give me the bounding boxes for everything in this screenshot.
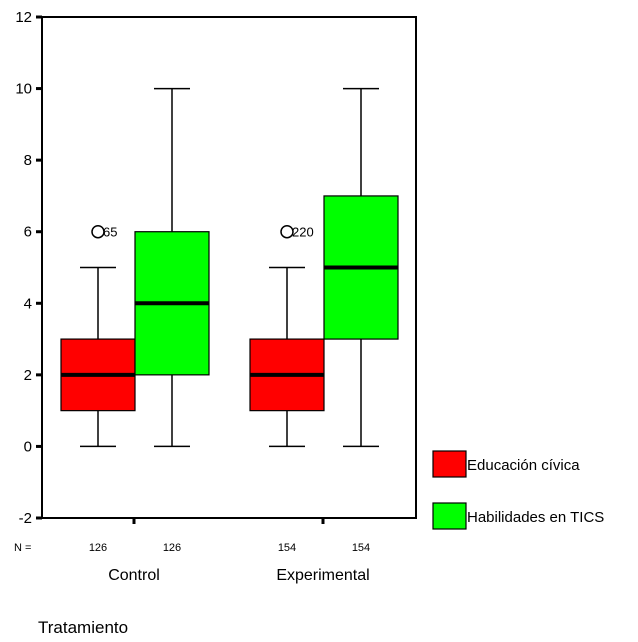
plot-frame	[41, 16, 417, 519]
n-count-label: 126	[89, 542, 107, 554]
outlier-point	[280, 224, 294, 239]
x-axis-title: Tratamiento	[38, 618, 128, 637]
y-tick-label: 10	[15, 81, 32, 98]
x-axis: N = Control 126 126 Experimental 154 154	[14, 518, 370, 584]
n-prefix-label: N =	[14, 542, 31, 554]
y-tick-label: -2	[19, 510, 32, 527]
n-count-label: 154	[352, 542, 370, 554]
n-count-label: 126	[163, 542, 181, 554]
outlier-label: 220	[292, 225, 314, 240]
legend-label: Habilidades en TICS	[467, 509, 604, 526]
outlier-point	[91, 224, 105, 239]
legend-swatch	[432, 502, 467, 530]
n-count-label: 154	[278, 542, 296, 554]
y-tick-label: 0	[24, 438, 32, 455]
y-tick-label: 12	[15, 9, 32, 26]
legend-swatch	[432, 450, 467, 478]
x-group-label: Experimental	[276, 567, 369, 584]
legend-label: Educación cívica	[467, 457, 580, 474]
y-tick-label: 2	[24, 367, 32, 384]
legend: Educación cívica Habilidades en TICS	[432, 450, 604, 530]
x-group-label: Control	[108, 567, 160, 584]
boxes: 65 220	[60, 87, 399, 448]
y-tick-label: 8	[24, 152, 32, 169]
y-axis: -2 0 2 4 6 8 10 12	[15, 9, 42, 527]
y-tick-label: 6	[24, 224, 32, 241]
y-tick-label: 4	[24, 295, 32, 312]
outlier-label: 65	[103, 225, 117, 240]
